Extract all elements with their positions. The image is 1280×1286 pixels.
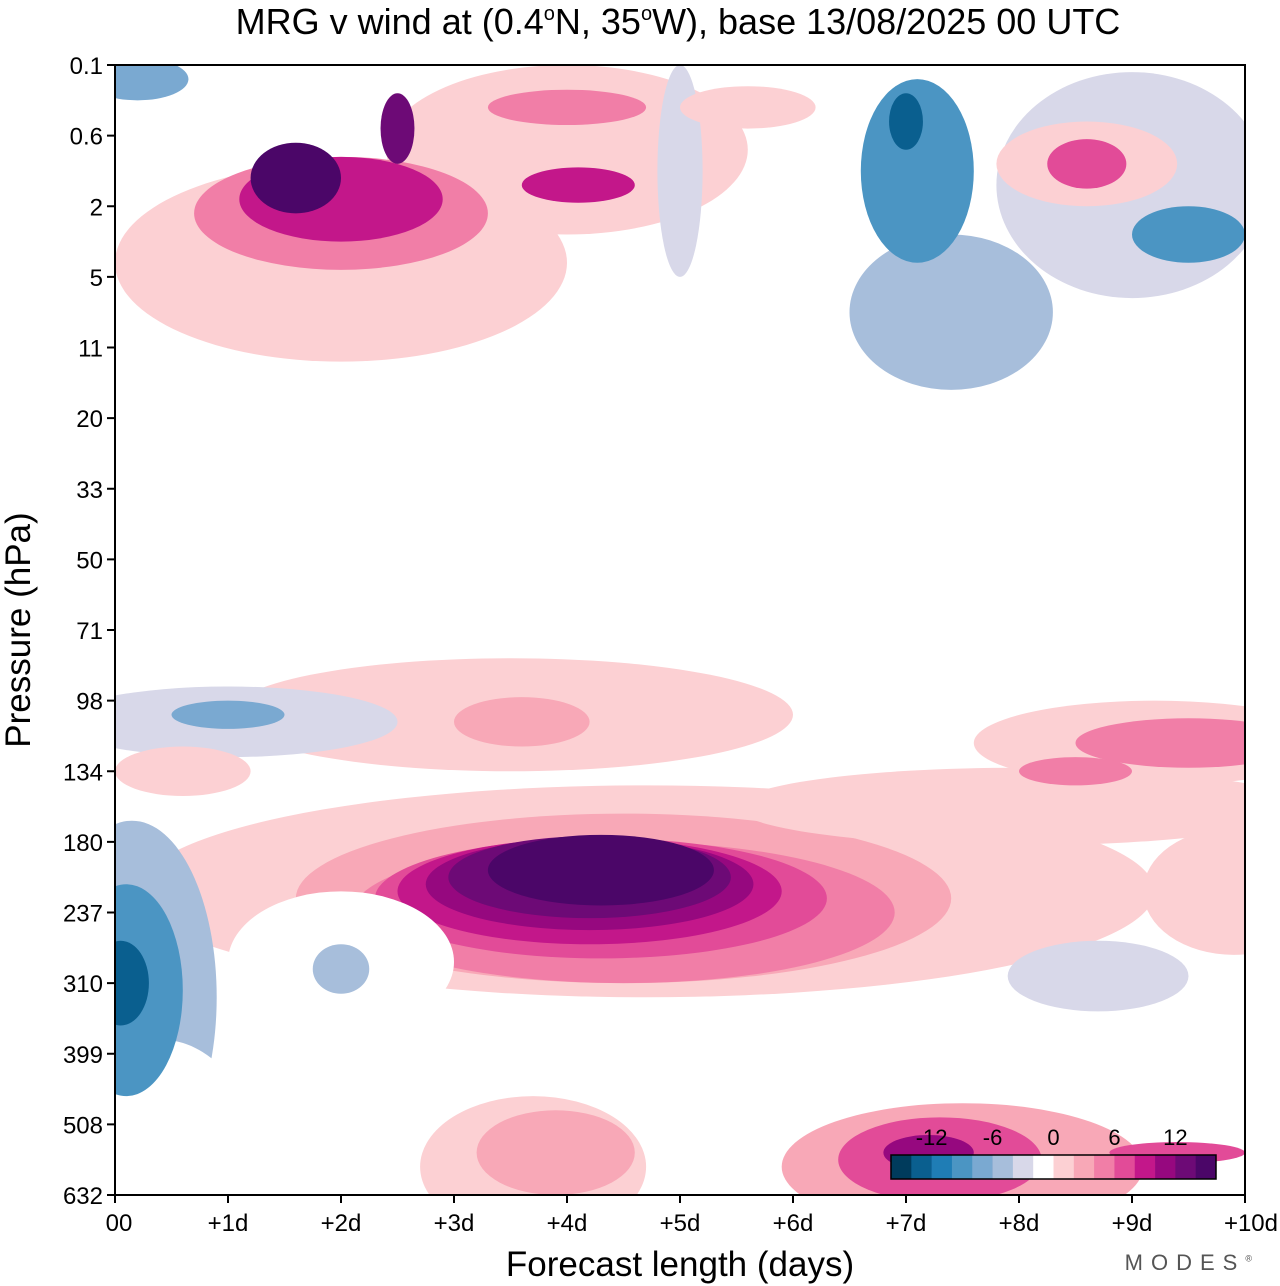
contour-region-10	[115, 509, 195, 553]
y-tick-label-15: 508	[63, 1112, 103, 1139]
colorbar-swatch-10	[1094, 1155, 1115, 1179]
contour-region-11	[115, 79, 195, 193]
y-tick-label-11: 180	[63, 830, 103, 857]
y-tick-label-12: 237	[63, 901, 103, 928]
contour-region-39	[115, 746, 251, 796]
colorbar-swatch-13	[1155, 1155, 1176, 1179]
colorbar-swatch-3	[951, 1155, 973, 1179]
contour-region-37	[736, 767, 1245, 846]
contour-region-2	[115, 940, 149, 1026]
colorbar-swatch-5	[992, 1155, 1014, 1179]
contour-region-36	[454, 697, 590, 747]
contour-region-28	[476, 1110, 635, 1195]
colorbar-swatch-12	[1134, 1155, 1156, 1179]
x-tick-label-9: +9d	[1112, 1210, 1153, 1237]
colorbar-swatch-11	[1114, 1155, 1136, 1179]
y-tick-label-8: 71	[76, 618, 103, 645]
contour-region-34	[1075, 718, 1245, 768]
colorbar-label-2: 0	[1047, 1125, 1059, 1150]
x-axis: 00 +1d +2d +3d +4d +5d +6d +7d +8d +9d +10d	[106, 1195, 1278, 1237]
contour-region-7	[312, 944, 370, 994]
x-tick-label-4: +4d	[547, 1210, 588, 1237]
contour-region-13	[849, 234, 1053, 390]
y-tick-label-10: 134	[63, 759, 103, 786]
contour-region-52	[680, 86, 816, 129]
y-tick-label-6: 33	[76, 477, 103, 504]
colorbar-label-4: 12	[1163, 1125, 1187, 1150]
y-tick-label-16: 632	[63, 1183, 103, 1210]
x-tick-label-3: +3d	[434, 1210, 475, 1237]
colorbar-swatch-2	[931, 1155, 953, 1179]
y-axis-title: Pressure (hPa)	[0, 512, 38, 747]
y-tick-label-9: 98	[76, 689, 103, 716]
colorbar-label-3: 6	[1108, 1125, 1120, 1150]
x-tick-label-0: 00	[106, 1210, 133, 1237]
contour-region-48	[487, 89, 647, 126]
y-tick-label-3: 5	[90, 265, 103, 292]
colorbar-swatch-8	[1053, 1155, 1075, 1179]
x-tick-label-8: +8d	[999, 1210, 1040, 1237]
contour-region-5	[171, 700, 285, 729]
colorbar-swatch-14	[1175, 1155, 1196, 1179]
contour-region-46	[380, 93, 415, 164]
colorbar-label-0: -12	[916, 1125, 948, 1150]
contour-region-14	[860, 79, 974, 263]
colorbar-swatch-4	[972, 1155, 993, 1179]
x-tick-label-1: +1d	[208, 1210, 249, 1237]
colorbar-swatch-9	[1073, 1155, 1095, 1179]
x-tick-label-6: +6d	[773, 1210, 814, 1237]
contour-region-12	[115, 65, 189, 101]
contour-region-17	[1132, 206, 1245, 263]
contour-region-8	[1007, 940, 1189, 1012]
contour-region-27	[487, 834, 714, 906]
contour-region-15	[889, 93, 923, 150]
y-tick-label-7: 50	[76, 547, 103, 574]
x-tick-label-2: +2d	[321, 1210, 362, 1237]
colorbar-swatch-6	[1012, 1155, 1034, 1179]
y-tick-label-4: 11	[78, 336, 103, 363]
contour-region-1	[115, 884, 183, 1097]
colorbar: -12 -6 0 6 12	[890, 1125, 1217, 1180]
colorbar-swatch-0	[891, 1155, 912, 1179]
y-tick-label-2: 2	[90, 194, 103, 221]
x-axis-title: Forecast length (days)	[506, 1245, 854, 1284]
contour-region-40	[1143, 827, 1245, 955]
y-tick-label-5: 20	[76, 406, 103, 433]
y-tick-label-14: 399	[63, 1042, 103, 1069]
contour-region-49	[521, 167, 635, 203]
y-tick-label-13: 310	[63, 971, 103, 998]
y-axis: 0.1 0.6 2 5 11 20 33 50 71 98 134 180 237 310 399 508 63…	[63, 53, 115, 1210]
x-tick-label-5: +5d	[660, 1210, 701, 1237]
contour-regions	[115, 65, 1245, 1195]
x-tick-label-10: +10d	[1224, 1210, 1278, 1237]
colorbar-label-1: -6	[983, 1125, 1003, 1150]
x-tick-label-7: +7d	[886, 1210, 927, 1237]
contour-region-38	[1019, 757, 1132, 786]
contour-region-45	[250, 142, 341, 214]
colorbar-swatch-15	[1195, 1155, 1217, 1179]
brand-logo: MODES®	[1124, 1250, 1252, 1275]
chart-title: MRG v wind at (0.4oN, 35oW), base 13/08/…	[236, 1, 1121, 42]
y-tick-label-1: 0.6	[70, 124, 103, 151]
contour-region-51	[1047, 139, 1127, 189]
colorbar-frame	[890, 1154, 1217, 1180]
colorbar-swatch-7	[1033, 1155, 1054, 1179]
colorbar-swatch-1	[911, 1155, 932, 1179]
y-tick-label-0: 0.1	[70, 53, 103, 80]
contour-region-9	[284, 622, 511, 652]
